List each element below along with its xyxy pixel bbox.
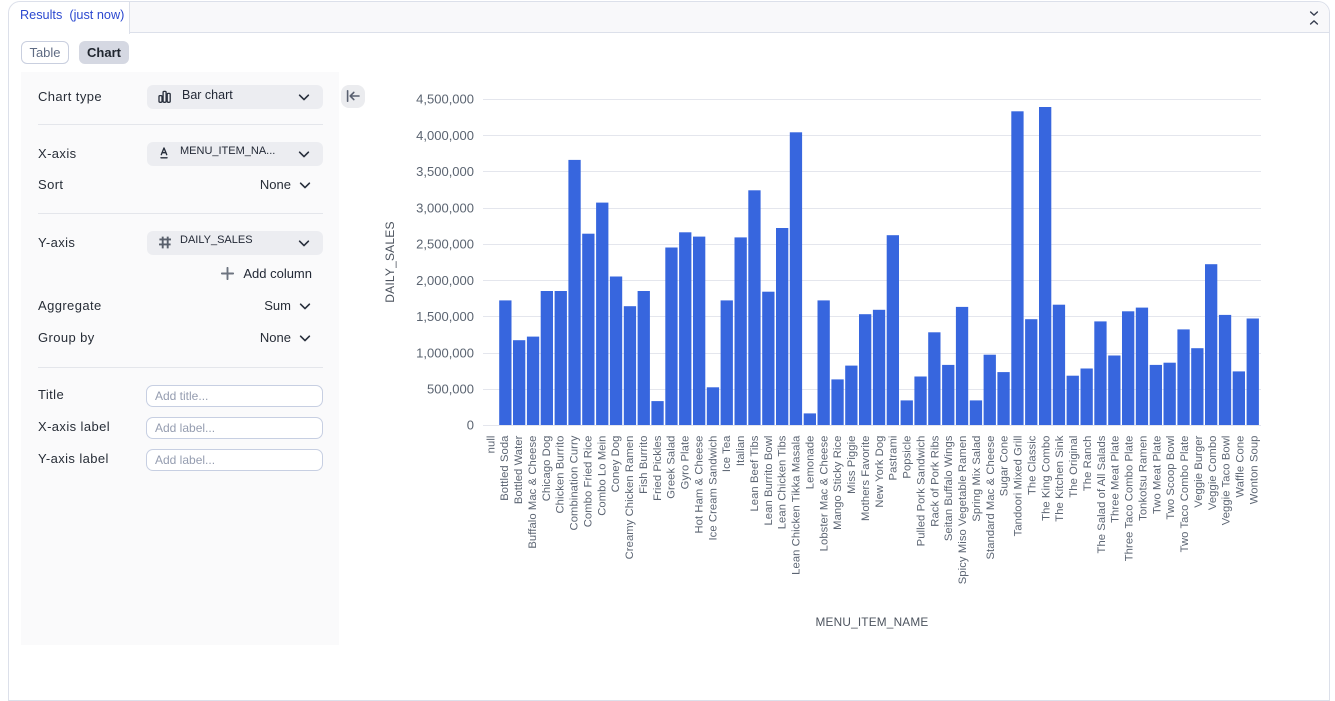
svg-text:Veggie Taco Bowl: Veggie Taco Bowl <box>1221 436 1233 526</box>
svg-text:3,000,000: 3,000,000 <box>416 200 474 215</box>
svg-text:The Original: The Original <box>1068 436 1080 498</box>
svg-text:Mothers Favorite: Mothers Favorite <box>860 436 872 522</box>
svg-text:Spicy Miso Vegetable Ramen: Spicy Miso Vegetable Ramen <box>957 436 969 585</box>
svg-text:500,000: 500,000 <box>427 382 474 397</box>
svg-text:Chicago Dog: Chicago Dog <box>541 436 553 502</box>
svg-text:Ice Tea: Ice Tea <box>721 435 733 472</box>
svg-text:1,000,000: 1,000,000 <box>416 345 474 360</box>
svg-text:Buffalo Mac & Cheese: Buffalo Mac & Cheese <box>527 436 539 549</box>
svg-text:Popsicle: Popsicle <box>902 436 914 479</box>
svg-text:Combo Fried Rice: Combo Fried Rice <box>582 436 594 528</box>
svg-text:Rack of Pork Ribs: Rack of Pork Ribs <box>929 435 941 527</box>
svg-text:Italian: Italian <box>735 436 747 467</box>
svg-text:Two Scoop Bowl: Two Scoop Bowl <box>1165 436 1177 520</box>
svg-text:Two Taco Combo Plate: Two Taco Combo Plate <box>1179 436 1191 553</box>
svg-text:2,000,000: 2,000,000 <box>416 273 474 288</box>
svg-text:The Kitchen Sink: The Kitchen Sink <box>1054 435 1066 521</box>
svg-text:Sugar Cone: Sugar Cone <box>999 435 1011 496</box>
svg-text:The Ranch: The Ranch <box>1082 436 1094 492</box>
svg-text:Three Meat Plate: Three Meat Plate <box>1110 436 1122 523</box>
svg-text:Greek Salad: Greek Salad <box>666 436 678 499</box>
svg-text:4,500,000: 4,500,000 <box>416 92 474 107</box>
svg-text:Tonkotsu Ramen: Tonkotsu Ramen <box>1137 436 1149 521</box>
svg-text:Veggie Burger: Veggie Burger <box>1193 435 1205 507</box>
svg-text:New York Dog: New York Dog <box>874 436 886 508</box>
svg-text:Pastrami: Pastrami <box>888 436 900 481</box>
svg-text:The King Combo: The King Combo <box>1040 436 1052 521</box>
svg-text:Two Meat Plate: Two Meat Plate <box>1151 436 1163 515</box>
svg-text:Lobster Mac & Cheese: Lobster Mac & Cheese <box>818 436 830 552</box>
svg-text:Combination Curry: Combination Curry <box>569 435 581 530</box>
svg-text:Veggie Combo: Veggie Combo <box>1207 436 1219 511</box>
svg-text:4,000,000: 4,000,000 <box>416 128 474 143</box>
svg-text:Lean Burrito Bowl: Lean Burrito Bowl <box>763 436 775 526</box>
svg-text:Combo Lo Mein: Combo Lo Mein <box>596 436 608 516</box>
svg-text:Miss Piggie: Miss Piggie <box>846 436 858 494</box>
svg-text:Ice Cream Sandwich: Ice Cream Sandwich <box>707 436 719 541</box>
svg-text:Lean Chicken Tikka Masala: Lean Chicken Tikka Masala <box>791 435 803 575</box>
svg-text:The Salad of All Salads: The Salad of All Salads <box>1096 435 1108 553</box>
svg-text:Gyro Plate: Gyro Plate <box>680 436 692 490</box>
svg-text:Mango Sticky Rice: Mango Sticky Rice <box>832 436 844 530</box>
svg-text:Fish Burrito: Fish Burrito <box>638 436 650 494</box>
svg-text:Pulled Pork Sandwich: Pulled Pork Sandwich <box>915 436 927 547</box>
svg-text:DAILY_SALES: DAILY_SALES <box>383 221 397 302</box>
svg-text:3,500,000: 3,500,000 <box>416 164 474 179</box>
svg-text:The Classic: The Classic <box>1026 435 1038 495</box>
svg-text:Three Taco Combo Plate: Three Taco Combo Plate <box>1124 436 1136 562</box>
svg-text:null: null <box>485 436 497 454</box>
svg-text:2,500,000: 2,500,000 <box>416 237 474 252</box>
svg-text:Seitan Buffalo Wings: Seitan Buffalo Wings <box>943 435 955 541</box>
svg-text:Bottled Soda: Bottled Soda <box>499 435 511 501</box>
svg-text:Bottled Water: Bottled Water <box>513 435 525 504</box>
svg-text:Lean Beef Tibs: Lean Beef Tibs <box>749 435 761 511</box>
svg-text:Waffle Cone: Waffle Cone <box>1235 436 1247 498</box>
svg-text:Spring Mix Salad: Spring Mix Salad <box>971 436 983 522</box>
svg-text:MENU_ITEM_NAME: MENU_ITEM_NAME <box>816 615 929 629</box>
svg-text:Hot Ham & Cheese: Hot Ham & Cheese <box>693 436 705 534</box>
svg-text:Coney Dog: Coney Dog <box>610 436 622 493</box>
svg-text:Lemonade: Lemonade <box>804 436 816 490</box>
svg-text:Lean Chicken Tibs: Lean Chicken Tibs <box>777 435 789 529</box>
svg-text:1,500,000: 1,500,000 <box>416 309 474 324</box>
svg-text:Chicken Burrito: Chicken Burrito <box>555 436 567 514</box>
svg-text:Fried Pickles: Fried Pickles <box>652 435 664 501</box>
svg-text:Creamy Chicken Ramen: Creamy Chicken Ramen <box>624 436 636 560</box>
svg-text:Wonton Soup: Wonton Soup <box>1248 436 1260 505</box>
svg-text:0: 0 <box>467 418 474 433</box>
svg-text:Standard Mac & Cheese: Standard Mac & Cheese <box>985 436 997 560</box>
svg-text:Tandoori Mixed Grill: Tandoori Mixed Grill <box>1013 436 1025 537</box>
